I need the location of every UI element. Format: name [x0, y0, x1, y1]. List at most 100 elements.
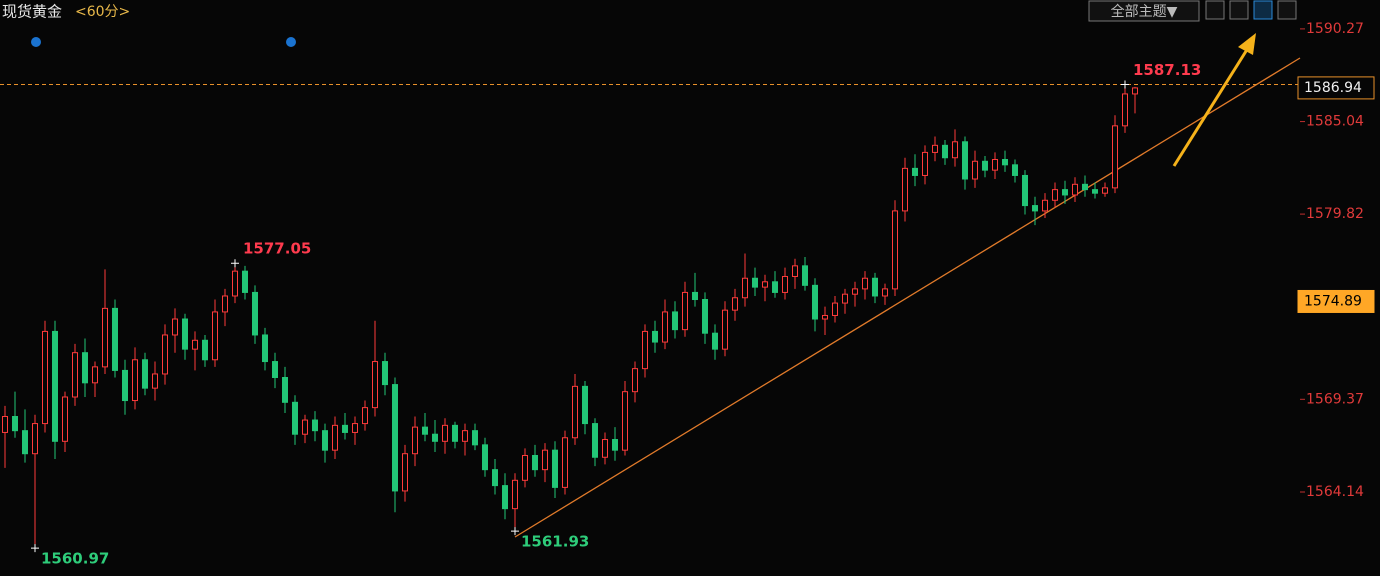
candle-body: [192, 339, 198, 350]
candle-body: [812, 284, 818, 320]
candle-body: [542, 449, 548, 471]
candle-body: [392, 384, 398, 492]
low-label: 1561.93: [521, 533, 589, 551]
candle-body: [242, 270, 248, 293]
candle-body: [1022, 174, 1028, 207]
candle-body: [532, 454, 538, 471]
candle-body: [732, 297, 738, 311]
candle-body: [112, 307, 118, 371]
candle-body: [72, 352, 78, 398]
candle-body: [582, 385, 588, 425]
candle-body: [382, 361, 388, 386]
candle-body: [302, 419, 308, 435]
candle-body: [252, 291, 258, 336]
candle-body: [612, 439, 618, 451]
candle-body: [902, 167, 908, 212]
candle-body: [862, 277, 868, 290]
theme-button-label[interactable]: 全部主题▼: [1111, 3, 1178, 20]
trend-line: [514, 57, 1301, 538]
candle-body: [762, 281, 768, 288]
candle-body: [1012, 164, 1018, 176]
candle-body: [942, 144, 948, 159]
candle-body: [772, 281, 778, 293]
candle-body: [962, 141, 968, 180]
candle-body: [552, 449, 558, 488]
candle-body: [692, 291, 698, 301]
candle-body: [972, 160, 978, 180]
tool-button[interactable]: [1277, 0, 1297, 20]
candle-body: [1102, 187, 1108, 194]
y-tick-label: 1585.04: [1306, 114, 1364, 130]
candle-body: [522, 454, 528, 481]
candle-body: [782, 275, 788, 293]
candle-body: [42, 330, 48, 425]
candle-body: [852, 288, 858, 295]
candle-body: [352, 423, 358, 433]
candle-body: [332, 424, 338, 451]
candle-body: [462, 430, 468, 442]
candle-body: [502, 485, 508, 510]
annotation-arrow: [1172, 33, 1256, 167]
candle-body: [442, 424, 448, 442]
candle-body: [792, 265, 798, 277]
candle-body: [992, 159, 998, 171]
candle-body: [292, 401, 298, 435]
y-tick-label: 1564.14: [1306, 484, 1364, 500]
candle-body: [52, 330, 58, 442]
candle-body: [1112, 125, 1118, 189]
candle-body: [722, 309, 728, 350]
candle-body: [142, 359, 148, 389]
candle-body: [482, 444, 488, 471]
candle-body: [312, 419, 318, 432]
candle-body: [342, 424, 348, 433]
candle-body: [652, 330, 658, 343]
candle-body: [922, 151, 928, 176]
candle-body: [2, 415, 8, 433]
candle-body: [162, 334, 168, 375]
candle-body: [752, 277, 758, 288]
y-tick-label: 1569.37: [1306, 391, 1364, 407]
candle-body: [412, 426, 418, 455]
candle-body: [212, 311, 218, 361]
candle-body: [712, 332, 718, 350]
period-label[interactable]: <60分>: [75, 4, 130, 20]
high-label: 1587.13: [1133, 61, 1201, 79]
candle-body: [632, 368, 638, 393]
theme-button[interactable]: [1088, 0, 1200, 22]
candle-body: [1132, 87, 1138, 95]
event-dot[interactable]: [31, 37, 41, 47]
tool-button-active[interactable]: [1253, 0, 1273, 20]
candle-body: [132, 359, 138, 402]
event-dot[interactable]: [286, 37, 296, 47]
candle-body: [222, 295, 228, 313]
candle-body: [492, 469, 498, 487]
candle-body: [102, 307, 108, 368]
candle-body: [32, 423, 38, 455]
candle-body: [742, 277, 748, 299]
candle-body: [562, 437, 568, 488]
extreme-marker: [1121, 80, 1129, 89]
candle-body: [1042, 199, 1048, 212]
price-box-label: 1574.89: [1304, 293, 1362, 309]
candle-body: [682, 291, 688, 331]
high-label: 1577.05: [243, 240, 311, 258]
extreme-marker: [231, 259, 239, 268]
candle-body: [512, 479, 518, 510]
candle-body: [1002, 159, 1008, 166]
candle-body: [842, 293, 848, 304]
candle-body: [92, 366, 98, 384]
candle-body: [122, 369, 128, 402]
candle-body: [1032, 205, 1038, 212]
candle-body: [572, 385, 578, 439]
candle-body: [882, 288, 888, 297]
tool-button[interactable]: [1229, 0, 1249, 20]
candle-body: [832, 302, 838, 316]
y-tick-label: 1590.27: [1306, 21, 1364, 37]
instrument-title: 现货黄金: [2, 3, 62, 21]
extreme-marker: [511, 527, 519, 536]
low-label: 1560.97: [41, 550, 109, 568]
tool-button[interactable]: [1205, 0, 1225, 20]
candle-body: [702, 299, 708, 334]
